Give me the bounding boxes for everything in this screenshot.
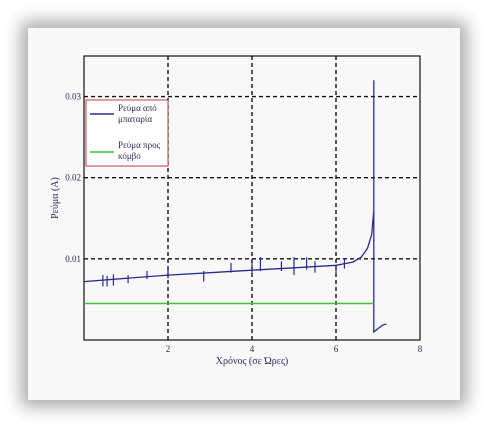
y-tick-label: 0.02 xyxy=(65,173,81,183)
legend-label-battery-line2: μπαταρία xyxy=(118,114,152,124)
legend-box xyxy=(85,99,169,167)
series-layer xyxy=(83,80,387,334)
plot-border xyxy=(83,55,421,341)
x-tick-label: 4 xyxy=(250,344,255,354)
x-tick-label: 2 xyxy=(166,344,171,354)
legend-label-node-line2: κόμβο xyxy=(118,151,141,161)
y-axis-label: Ρεύμα (A) xyxy=(50,177,61,219)
legend-label-node-line1: Ρεύμα προς xyxy=(118,140,161,150)
axis-ticks: 2 4 6 8 0.01 0.02 0.03 xyxy=(65,92,423,354)
legend: Ρεύμα από μπαταρία Ρεύμα προς κόμβο xyxy=(85,99,169,167)
y-tick-label: 0.01 xyxy=(65,254,81,264)
x-tick-label: 8 xyxy=(418,344,423,354)
legend-label-battery-line1: Ρεύμα από xyxy=(118,103,157,113)
figure-card xyxy=(28,28,460,400)
grid-lines xyxy=(84,56,420,340)
y-tick-label: 0.03 xyxy=(65,92,81,102)
x-tick-label: 6 xyxy=(334,344,339,354)
series-line-0 xyxy=(83,80,387,334)
x-axis-label: Χρόνος (σε Ώρες) xyxy=(216,356,289,367)
